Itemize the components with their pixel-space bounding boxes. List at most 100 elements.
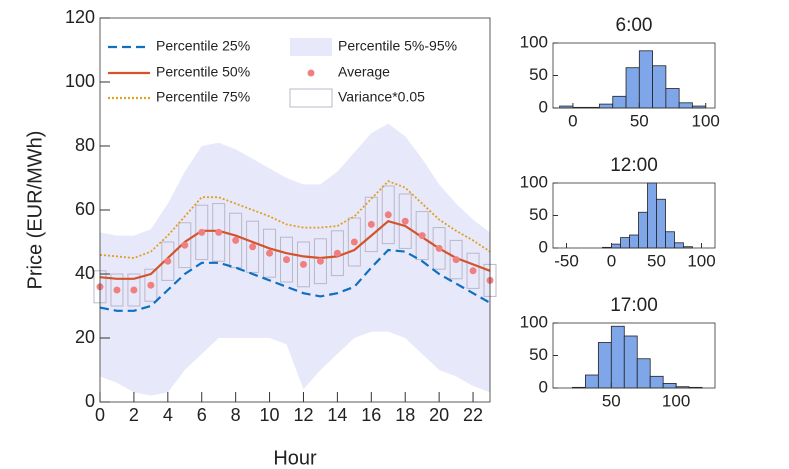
average-marker (350, 238, 358, 246)
histogram-bar (638, 211, 648, 249)
x-tick-label: 6 (197, 405, 207, 425)
legend-label: Percentile 75% (156, 89, 250, 105)
variance-box (296, 241, 310, 288)
x-tick-label: 14 (327, 405, 347, 425)
variance-box (466, 252, 480, 289)
x-tick-label: 0 (568, 111, 577, 130)
histogram-bar (620, 237, 630, 249)
percentile-band (100, 123, 490, 396)
variance-box (398, 193, 412, 249)
histogram-bar (674, 242, 684, 249)
average-marker (147, 281, 155, 289)
legend-label: Percentile 50% (156, 64, 250, 80)
histogram-bar (662, 383, 677, 389)
x-tick-label: 0 (607, 251, 616, 270)
histogram-bar (656, 198, 666, 249)
percentile-line (99, 248, 491, 312)
legend-label: Variance*0.05 (338, 89, 425, 105)
x-tick-label: 4 (163, 405, 173, 425)
average-marker (249, 243, 257, 251)
y-tick-label: 20 (75, 327, 95, 347)
histogram-bar (678, 102, 693, 109)
variance-box (381, 185, 395, 245)
average-marker (198, 228, 206, 236)
variance-box (313, 238, 327, 285)
variance-box (161, 241, 175, 281)
variance-box (364, 196, 378, 253)
y-tick-label: 40 (75, 263, 95, 283)
histogram-title: 17:00 (610, 295, 658, 316)
x-tick-label: 50 (630, 111, 649, 130)
histogram-bar (610, 325, 625, 389)
x-tick-label: 2 (129, 405, 139, 425)
y-tick-label: 50 (529, 345, 548, 364)
y-tick-label: 100 (520, 312, 548, 331)
y-tick-label: 100 (520, 32, 548, 51)
histogram-bar (629, 234, 639, 249)
legend-label: Percentile 25% (156, 38, 250, 54)
histogram-bar (611, 243, 621, 249)
x-tick-label: 8 (231, 405, 241, 425)
histogram-bar (652, 65, 667, 109)
histogram-bar (636, 358, 651, 389)
y-tick-label: 80 (75, 135, 95, 155)
histogram-bar (623, 335, 638, 389)
average-marker (215, 228, 223, 236)
y-tick-label: 120 (65, 7, 95, 27)
histogram-bar (665, 88, 680, 109)
legend-swatch (289, 88, 333, 108)
x-tick-label: 16 (361, 405, 381, 425)
legend-swatch (290, 38, 332, 56)
x-tick-label: 100 (662, 391, 690, 410)
x-tick-label: 18 (395, 405, 415, 425)
x-tick-label: 20 (429, 405, 449, 425)
percentile-line (99, 180, 491, 259)
y-tick-label: 100 (65, 71, 95, 91)
variance-box (263, 228, 277, 278)
x-tick-label: 100 (687, 251, 715, 270)
variance-box (229, 212, 243, 269)
variance-box (415, 211, 429, 261)
histogram-bar (649, 375, 664, 389)
x-tick-label: 50 (602, 391, 621, 410)
average-marker (181, 241, 189, 249)
y-axis-label: Price (EUR/MWh) (24, 131, 46, 290)
variance-box (432, 227, 446, 270)
variance-box (144, 268, 158, 302)
y-tick-label: 60 (75, 199, 95, 219)
y-tick-label: 100 (520, 172, 548, 191)
average-marker (435, 244, 443, 252)
variance-box (347, 217, 361, 267)
variance-box (178, 222, 192, 269)
x-axis-label: Hour (273, 447, 317, 469)
histogram-bar (638, 50, 653, 109)
histogram-bar (612, 95, 627, 109)
histogram-title: 6:00 (616, 15, 653, 36)
y-tick-label: 50 (529, 65, 548, 84)
average-marker (164, 257, 172, 265)
variance-box (110, 273, 124, 307)
average-marker (130, 286, 138, 294)
average-marker (401, 217, 409, 225)
y-tick-label: 50 (529, 205, 548, 224)
histogram-bar (599, 103, 614, 109)
average-marker (266, 249, 274, 257)
average-marker (316, 257, 324, 265)
legend-label: Average (338, 64, 390, 80)
histogram-bar (647, 182, 657, 249)
average-marker (418, 232, 426, 240)
average-marker (232, 236, 240, 244)
average-marker (113, 286, 121, 294)
x-tick-label: 50 (647, 251, 666, 270)
x-tick-label: 10 (260, 405, 280, 425)
y-tick-label: 0 (539, 237, 548, 256)
y-tick-label: 0 (539, 377, 548, 396)
legend-swatch (307, 69, 315, 77)
variance-box (280, 236, 294, 283)
average-marker (299, 260, 307, 268)
average-marker (469, 267, 477, 275)
histogram-bar (585, 374, 599, 389)
average-marker (283, 256, 291, 264)
histogram-bar (625, 67, 640, 109)
average-marker (367, 220, 375, 228)
